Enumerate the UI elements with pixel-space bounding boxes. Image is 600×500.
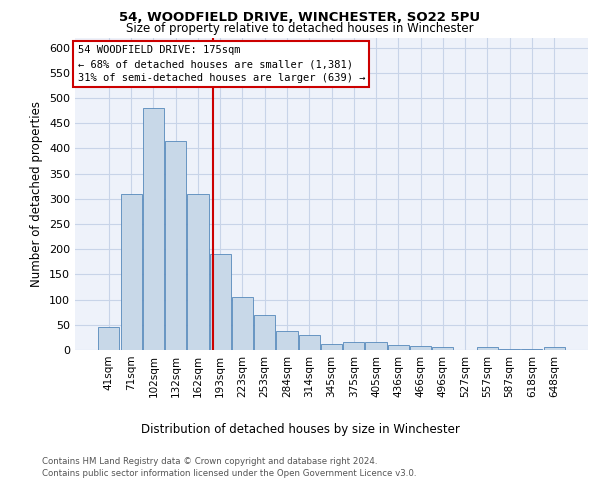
Bar [410, 346, 431, 350]
Bar [544, 347, 565, 350]
Text: Contains HM Land Registry data © Crown copyright and database right 2024.: Contains HM Land Registry data © Crown c… [42, 458, 377, 466]
Text: Distribution of detached houses by size in Winchester: Distribution of detached houses by size … [140, 422, 460, 436]
Bar [277, 332, 298, 350]
Bar [343, 342, 364, 350]
Bar [499, 349, 520, 350]
Bar [165, 141, 186, 350]
Bar [299, 335, 320, 350]
Bar [521, 349, 542, 350]
Bar [187, 194, 209, 350]
Text: Size of property relative to detached houses in Winchester: Size of property relative to detached ho… [126, 22, 474, 35]
Text: Contains public sector information licensed under the Open Government Licence v3: Contains public sector information licen… [42, 468, 416, 477]
Bar [121, 194, 142, 350]
Y-axis label: Number of detached properties: Number of detached properties [31, 101, 43, 287]
Bar [432, 348, 454, 350]
Bar [321, 344, 342, 350]
Bar [477, 347, 498, 350]
Text: 54, WOODFIELD DRIVE, WINCHESTER, SO22 5PU: 54, WOODFIELD DRIVE, WINCHESTER, SO22 5P… [119, 11, 481, 24]
Bar [98, 328, 119, 350]
Bar [254, 314, 275, 350]
Bar [143, 108, 164, 350]
Bar [209, 254, 231, 350]
Bar [388, 345, 409, 350]
Bar [232, 297, 253, 350]
Text: 54 WOODFIELD DRIVE: 175sqm
← 68% of detached houses are smaller (1,381)
31% of s: 54 WOODFIELD DRIVE: 175sqm ← 68% of deta… [77, 46, 365, 84]
Bar [365, 342, 386, 350]
